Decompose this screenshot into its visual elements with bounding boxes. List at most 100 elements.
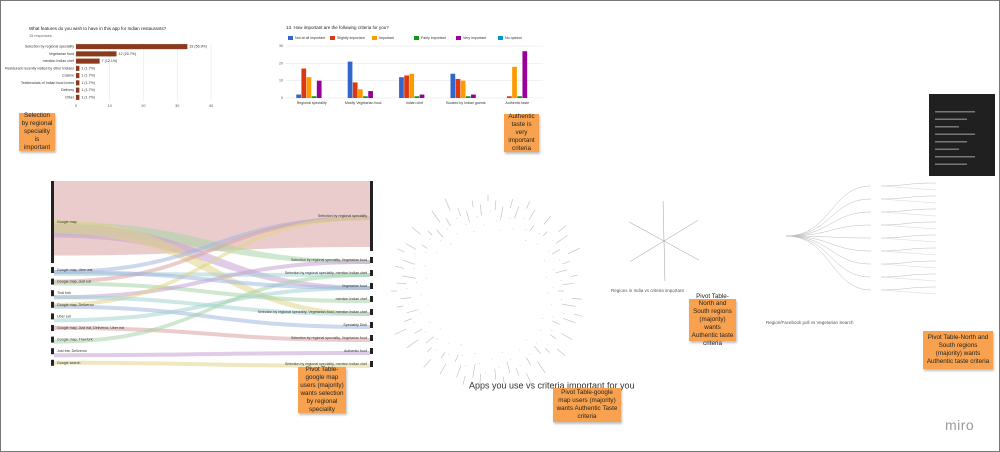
radial-dot	[420, 294, 422, 296]
radial-spoke	[515, 367, 520, 376]
radial-spoke	[423, 358, 432, 368]
radial-dot	[519, 364, 521, 366]
bar	[419, 94, 425, 98]
sankey-node	[370, 335, 373, 341]
chart-title: 13. How important are the following crit…	[286, 25, 389, 30]
radial-spoke	[556, 348, 566, 357]
y-tick-label: 0	[281, 96, 283, 100]
value-label: 7 (12.1%)	[102, 59, 118, 63]
radial-dot	[553, 268, 555, 270]
sankey-label: Selection by regional speciality, mentio…	[285, 362, 367, 366]
star-line	[662, 201, 665, 242]
thumbnail-line	[935, 126, 959, 128]
radial-spoke	[396, 282, 407, 285]
tree-branch	[880, 250, 937, 256]
bar	[301, 68, 307, 98]
radial-dot	[543, 260, 545, 262]
radial-spoke	[551, 249, 561, 255]
radial-spoke	[397, 248, 405, 253]
sticky-note[interactable]: Pivot Table-google map users (majority) …	[553, 388, 621, 422]
bar	[352, 82, 358, 98]
sticky-note[interactable]: Authentic taste is very important criter…	[504, 113, 539, 152]
radial-dot	[424, 331, 426, 333]
sankey-label: Just eat, Deliveroo	[57, 349, 87, 353]
bar	[76, 73, 80, 79]
sankey-flow	[54, 351, 370, 358]
radial-dot	[512, 228, 514, 230]
radial-spoke	[427, 230, 433, 236]
sticky-note[interactable]: Selection by regional speciality is impo…	[19, 112, 55, 151]
radial-dot	[450, 243, 452, 245]
sankey-flow	[54, 216, 370, 284]
y-tick-label: Delivery	[61, 88, 74, 92]
sticky-note[interactable]: Pivot Table-google map users (majority) …	[298, 366, 346, 413]
radial-dot	[551, 239, 553, 241]
tree-branch	[880, 263, 937, 269]
radial-spoke	[436, 229, 444, 238]
radial-spoke	[402, 259, 415, 265]
x-tick-label: 10	[108, 104, 112, 108]
tree-branch	[785, 235, 872, 252]
sankey-flow	[54, 273, 370, 344]
radial-dot	[414, 322, 416, 324]
sticky-note[interactable]: Pivot Table-North and South regions (maj…	[923, 331, 993, 369]
radial-spoke	[456, 365, 462, 378]
sankey-node	[370, 322, 373, 328]
sankey-label: Uber eat	[57, 314, 71, 318]
radial-spoke	[514, 206, 520, 219]
y-tick-label: 20	[279, 61, 283, 65]
tree-branch	[880, 211, 937, 217]
legend-swatch	[330, 36, 335, 40]
sankey-node	[51, 313, 54, 320]
radial-dot	[559, 259, 561, 261]
y-tick-label: 10	[279, 79, 283, 83]
radial-dot	[415, 282, 417, 284]
bar	[76, 51, 117, 57]
bar	[507, 96, 512, 98]
bar	[465, 96, 471, 98]
bar	[368, 91, 373, 98]
bar	[404, 75, 409, 98]
tree-branch	[880, 208, 937, 213]
radial-dot	[429, 321, 431, 323]
value-label: 1 (1.7%)	[81, 74, 95, 78]
radial-spoke	[562, 283, 574, 285]
radial-spoke	[462, 375, 466, 385]
radial-spoke	[431, 210, 441, 223]
radial-spoke	[411, 227, 421, 235]
radial-spoke	[502, 376, 505, 384]
tree-branch	[785, 235, 872, 291]
radial-dot	[509, 217, 511, 219]
tree-branch	[880, 224, 937, 230]
radial-spoke	[528, 209, 536, 221]
bar	[455, 78, 461, 98]
thumbnail-line	[935, 156, 975, 158]
thumbnail-line	[935, 118, 967, 120]
radial-spoke	[570, 274, 578, 277]
bar	[296, 94, 302, 98]
radial-dot	[551, 329, 553, 331]
y-tick-label: Testimonials of Indian food lovers	[21, 81, 74, 85]
tree-branch	[785, 235, 872, 278]
y-tick-label: Restaurant recently visited by other Ind…	[5, 66, 74, 70]
radial-spoke	[404, 318, 412, 322]
radial-spoke	[414, 328, 423, 334]
radial-spoke	[555, 235, 568, 244]
miro-logo: miro	[945, 417, 975, 433]
bar	[76, 87, 80, 93]
radial-dot	[498, 366, 500, 368]
x-tick-label: Regional speciality	[297, 101, 327, 105]
star-line	[663, 219, 699, 242]
x-tick-label: 0	[75, 104, 77, 108]
bar	[76, 58, 100, 64]
radial-dot	[456, 233, 458, 235]
radial-dot	[548, 250, 550, 252]
star-line	[663, 240, 700, 261]
bar	[306, 77, 312, 98]
radial-dot	[474, 353, 476, 355]
bar	[517, 96, 523, 98]
radial-spoke	[402, 275, 417, 279]
radial-spoke	[480, 204, 482, 216]
sticky-note[interactable]: Pivot Table-North and South regions (maj…	[689, 293, 736, 347]
x-tick-label: 20	[141, 104, 145, 108]
